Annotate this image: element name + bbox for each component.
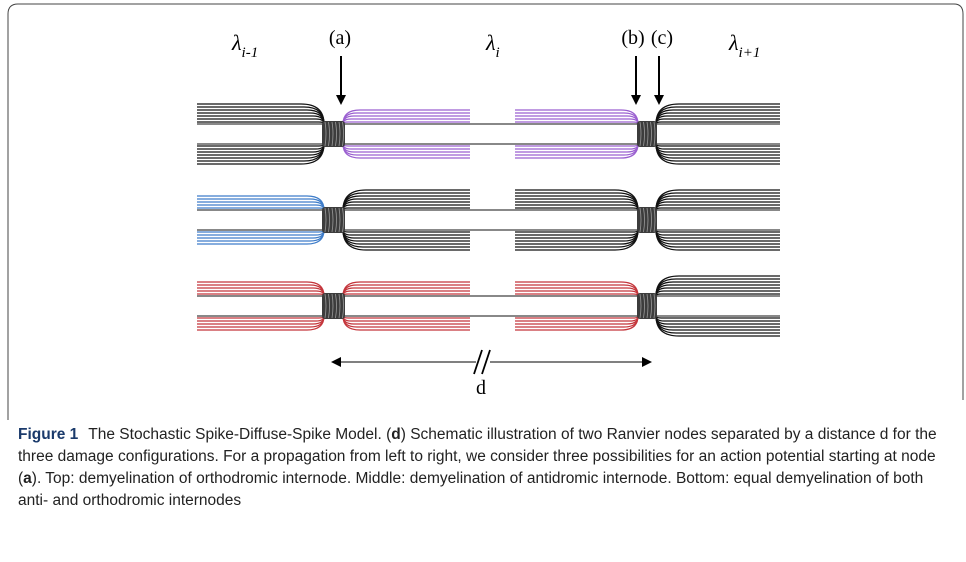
figure-page: (a) (b) (c) λi-1 λi λi+1 d Figure 1 The S… <box>0 0 966 562</box>
myelin-layer <box>197 144 324 152</box>
figure-diagram: (a) (b) (c) λi-1 λi λi+1 d <box>0 0 966 420</box>
myelin-layer <box>343 316 470 324</box>
caption-text: The Stochastic Spike-Diffuse-Spike Model… <box>88 426 391 443</box>
myelin-layer <box>656 288 780 296</box>
lambda-label: λi-1 <box>231 30 258 61</box>
myelin-layer <box>197 202 324 210</box>
caption-text: d <box>391 426 400 443</box>
caption-text: a <box>23 470 32 487</box>
myelin-layer <box>343 230 470 238</box>
caption: Figure 1 The Stochastic Spike-Diffuse-Spi… <box>18 424 948 512</box>
myelin-layer <box>515 116 638 124</box>
myelin-layer <box>343 144 470 152</box>
myelin-layer <box>515 316 638 324</box>
myelin-layer <box>343 202 470 210</box>
ranvier-node <box>637 121 657 147</box>
myelin-layer <box>343 288 470 296</box>
myelin-layer <box>515 144 638 152</box>
myelin-layer <box>343 116 470 124</box>
myelin-layer <box>656 144 780 152</box>
myelin-layer <box>656 202 780 210</box>
myelin-layer <box>656 230 780 238</box>
myelin-layer <box>656 116 780 124</box>
myelin-layer <box>197 288 324 296</box>
myelin-layer <box>197 116 324 124</box>
node-label: (a) <box>329 27 351 49</box>
myelin-layer <box>197 316 324 324</box>
caption-label: Figure 1 <box>18 426 78 443</box>
myelin-layer <box>197 230 324 238</box>
myelin-layer <box>515 230 638 238</box>
myelin-layer <box>515 288 638 296</box>
caption-text: ). Top: demyelination of orthodromic int… <box>18 470 923 509</box>
myelin-layer <box>515 202 638 210</box>
ranvier-node <box>637 293 657 319</box>
node-label: (c) <box>651 27 673 49</box>
ranvier-node <box>637 207 657 233</box>
figure-frame <box>8 4 963 420</box>
lambda-label: λi <box>485 30 500 61</box>
myelin-layer <box>656 316 780 324</box>
break-mark <box>482 350 490 374</box>
lambda-label: λi+1 <box>728 30 760 61</box>
distance-label: d <box>476 377 486 399</box>
node-label: (b) <box>621 27 644 49</box>
